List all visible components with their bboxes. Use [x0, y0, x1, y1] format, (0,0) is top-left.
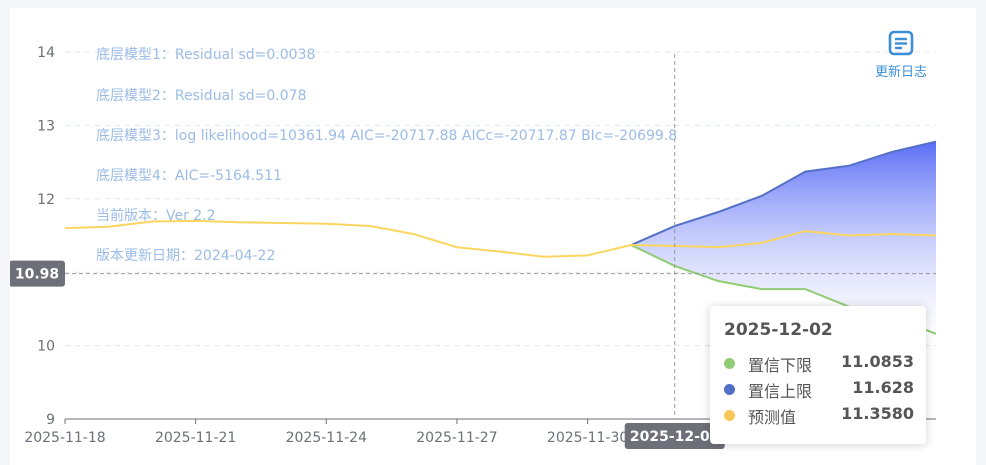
tooltip-row-forecast: 预测值 11.3580: [724, 404, 914, 427]
model-info-2: 底层模型2：Residual sd=0.078: [96, 88, 307, 104]
changelog-button[interactable]: 更新日志: [866, 30, 936, 80]
x-tick-label: 2025-11-30: [547, 430, 628, 446]
tooltip-value: 11.3580: [841, 404, 914, 423]
legend-dot-upper: [724, 384, 735, 395]
update-date-info: 版本更新日期：2024-04-22: [96, 248, 276, 264]
series-line-forecast: [64, 219, 937, 258]
version-info: 当前版本：Ver 2.2: [96, 208, 216, 224]
changelog-label: 更新日志: [874, 65, 927, 80]
tooltip: 2025-12-02 置信下限 11.0853 置信上限 11.628 预测值 …: [710, 306, 926, 444]
tooltip-name: 置信下限: [748, 356, 813, 375]
crosshair-x-label-bg: [624, 423, 725, 449]
y-tick-label: 12: [37, 192, 55, 208]
tooltip-date: 2025-12-02: [724, 320, 833, 340]
tooltip-name: 预测值: [748, 408, 797, 427]
x-tick-label: 2025-11-27: [416, 430, 497, 446]
tooltip-row-upper: 置信上限 11.628: [724, 378, 914, 401]
document-icon: [888, 30, 914, 56]
x-tick-label: 2025-11-18: [24, 430, 105, 446]
legend-dot-lower: [724, 358, 735, 369]
y-tick-label: 13: [37, 118, 55, 134]
crosshair-y-label: 10.98: [15, 267, 59, 283]
x-tick-label: 2025-11-21: [155, 430, 236, 446]
model-info-3: 底层模型3：log likelihood=10361.94 AIC=-20717…: [96, 128, 678, 144]
y-tick-label: 14: [37, 45, 55, 61]
model-info-1: 底层模型1：Residual sd=0.0038: [96, 47, 316, 63]
x-tick-label: 2025-11-24: [286, 430, 367, 446]
tooltip-name: 置信上限: [748, 382, 813, 401]
crosshair-y-label-bg: [10, 260, 65, 287]
tooltip-value: 11.628: [852, 378, 914, 397]
crosshair-x-label: 2025-12-02: [630, 429, 720, 445]
tooltip-row-lower: 置信下限 11.0853: [724, 352, 914, 375]
chart-card: 910111213142025-11-182025-11-212025-11-2…: [10, 8, 976, 465]
model-info-4: 底层模型4：AIC=-5164.511: [96, 168, 282, 184]
tooltip-value: 11.0853: [841, 352, 914, 371]
series-line-upper: [630, 140, 937, 246]
y-tick-label: 10: [37, 339, 55, 355]
legend-dot-forecast: [724, 410, 735, 421]
y-tick-label: 9: [46, 412, 55, 428]
